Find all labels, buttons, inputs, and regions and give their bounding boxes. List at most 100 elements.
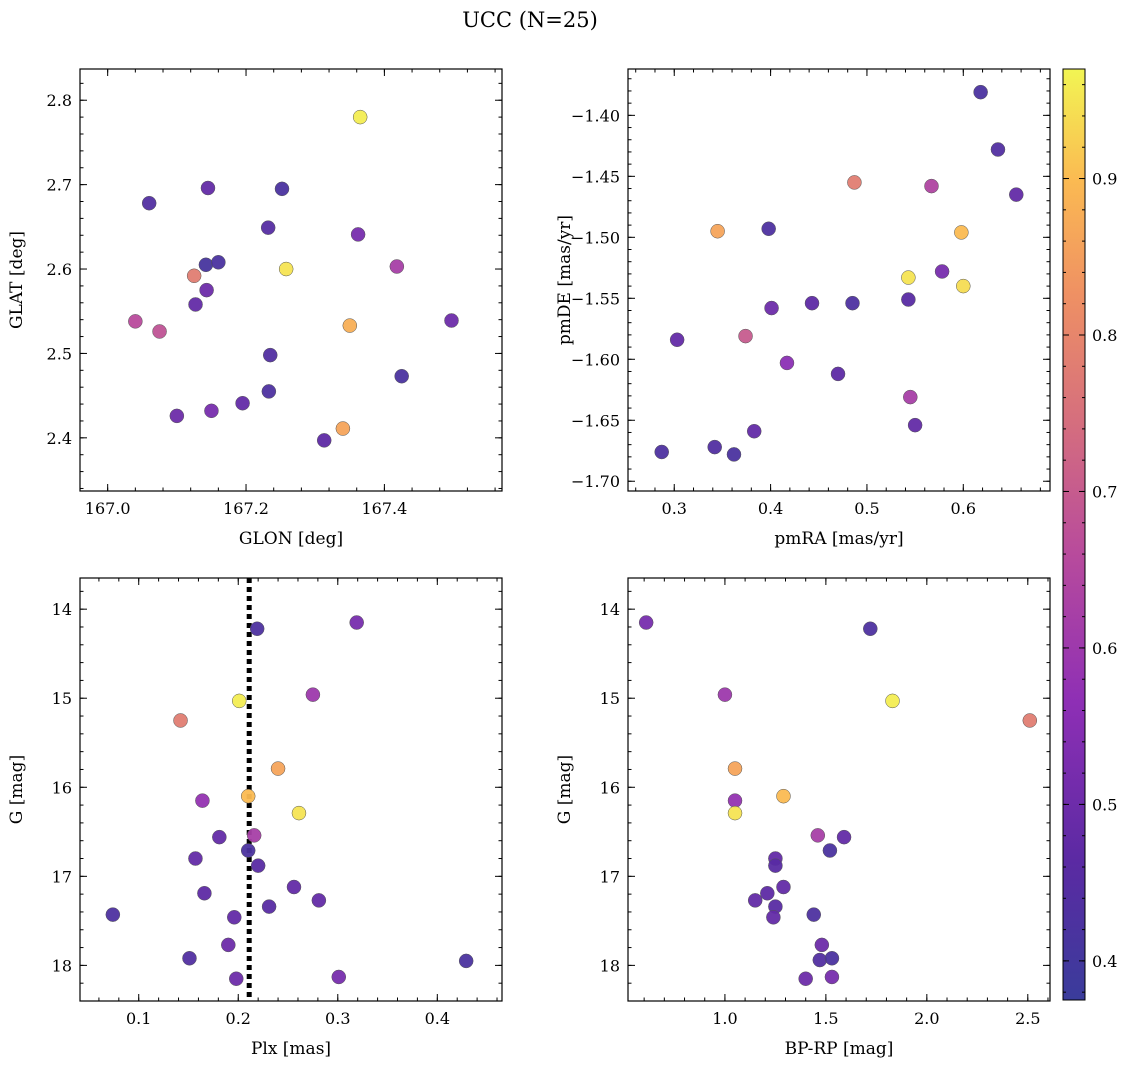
data-point xyxy=(169,408,185,424)
data-point xyxy=(710,223,725,239)
data-point xyxy=(760,885,775,901)
y-tick-label: 17 xyxy=(52,867,72,886)
data-point xyxy=(638,615,654,630)
x-tick-label: 167.4 xyxy=(361,499,407,518)
data-point xyxy=(335,421,351,436)
scatter-panel-pmra-pmde: 0.3 0.4 0.5 0.6 −1.70 −1.65 −1.60 −1.55 −1.50 −1.… xyxy=(555,68,1051,549)
axis-ticks: 167.0 167.2 167.4 2.4 2.5 2.6 2.7 2.8 xyxy=(47,69,502,518)
data-point xyxy=(305,687,321,702)
data-point xyxy=(198,257,214,273)
colorbar-tick-label: 0.6 xyxy=(1092,639,1117,658)
data-point xyxy=(863,621,878,637)
data-point xyxy=(274,181,290,197)
data-point xyxy=(105,907,121,922)
colorbar-tick-label: 0.5 xyxy=(1092,795,1117,814)
y-axis-label: G [mag] xyxy=(555,755,575,824)
data-point xyxy=(654,444,669,460)
data-point xyxy=(990,142,1006,157)
y-tick-label: 16 xyxy=(600,778,620,797)
data-point xyxy=(204,403,219,419)
data-point xyxy=(717,687,733,702)
data-point xyxy=(747,893,763,908)
y-tick-label: 2.6 xyxy=(47,260,72,279)
data-point xyxy=(836,829,852,845)
scatter-panel-glon-glat: 167.0 167.2 167.4 2.4 2.5 2.6 2.7 2.8 GLON [deg]… xyxy=(7,68,503,549)
x-axis-label: BP-RP [mag] xyxy=(785,1039,894,1059)
data-point xyxy=(240,788,256,804)
data-point xyxy=(1009,187,1024,202)
colorbar: 0.4 0.5 0.6 0.7 0.8 0.9 xyxy=(1062,68,1117,1001)
data-point xyxy=(812,952,828,968)
data-point xyxy=(973,84,988,100)
data-point xyxy=(847,175,862,190)
y-tick-label: 2.8 xyxy=(47,91,72,110)
data-points xyxy=(638,615,1038,986)
data-point xyxy=(260,220,276,235)
data-point xyxy=(727,805,743,821)
data-points xyxy=(105,615,474,986)
data-point xyxy=(141,195,157,211)
data-point xyxy=(746,423,762,439)
data-point xyxy=(806,907,822,922)
data-point xyxy=(316,433,332,448)
y-tick-label: 18 xyxy=(52,956,72,975)
data-point xyxy=(291,805,307,821)
data-point xyxy=(342,318,358,333)
y-tick-label: −1.45 xyxy=(571,167,620,186)
data-point xyxy=(221,937,236,953)
y-tick-label: 15 xyxy=(600,689,620,708)
data-point xyxy=(389,259,405,274)
data-point xyxy=(349,615,364,630)
data-point xyxy=(814,937,830,953)
data-point xyxy=(907,417,923,433)
data-point xyxy=(798,971,813,986)
data-point xyxy=(444,313,459,328)
data-point xyxy=(707,439,722,455)
x-tick-label: 0.2 xyxy=(226,1009,251,1028)
data-point xyxy=(845,295,860,311)
y-tick-label: 16 xyxy=(52,778,72,797)
data-point xyxy=(261,384,277,399)
axes-frame xyxy=(627,68,1051,492)
data-point xyxy=(766,910,781,925)
data-point xyxy=(956,278,971,294)
data-point xyxy=(768,858,783,873)
axis-ticks: 0.3 0.4 0.5 0.6 −1.70 −1.65 −1.60 −1.55 −1.50 −1.… xyxy=(571,69,1050,518)
data-point xyxy=(246,828,262,843)
y-tick-label: 14 xyxy=(52,600,72,619)
y-tick-label: 2.5 xyxy=(47,344,72,363)
scatter-panel-plx-g: 0.1 0.2 0.3 0.4 14 15 16 17 18 Plx [mas] G [mag] xyxy=(7,577,503,1059)
y-axis-label: G [mag] xyxy=(7,755,27,824)
y-tick-label: −1.70 xyxy=(571,472,620,491)
data-point xyxy=(186,268,202,284)
data-point xyxy=(738,328,753,344)
axis-ticks: 0.1 0.2 0.3 0.4 14 15 16 17 18 xyxy=(52,578,502,1028)
data-point xyxy=(924,178,939,194)
x-tick-label: 2.5 xyxy=(1015,1009,1040,1028)
x-tick-label: 0.4 xyxy=(758,499,783,518)
data-point xyxy=(458,953,474,969)
data-point xyxy=(249,621,265,637)
data-point xyxy=(188,851,203,866)
data-point xyxy=(822,843,838,858)
y-tick-label: 2.4 xyxy=(47,429,72,448)
data-point xyxy=(182,951,197,966)
data-point xyxy=(824,951,840,966)
data-point xyxy=(227,910,242,925)
x-axis-label: GLON [deg] xyxy=(239,529,343,549)
y-tick-label: 18 xyxy=(600,956,620,975)
x-tick-label: 1.5 xyxy=(813,1009,838,1028)
y-tick-label: 17 xyxy=(600,867,620,886)
colorbar-tick-label: 0.8 xyxy=(1092,326,1117,345)
data-point xyxy=(764,300,779,316)
data-point xyxy=(261,899,277,914)
data-point xyxy=(727,761,743,776)
axes-frame xyxy=(79,68,503,492)
x-tick-label: 167.2 xyxy=(223,499,269,518)
data-point xyxy=(1022,713,1038,728)
data-point xyxy=(810,828,826,843)
y-tick-label: −1.40 xyxy=(571,106,620,125)
data-point xyxy=(352,109,368,125)
axes-frame xyxy=(627,577,1051,1002)
